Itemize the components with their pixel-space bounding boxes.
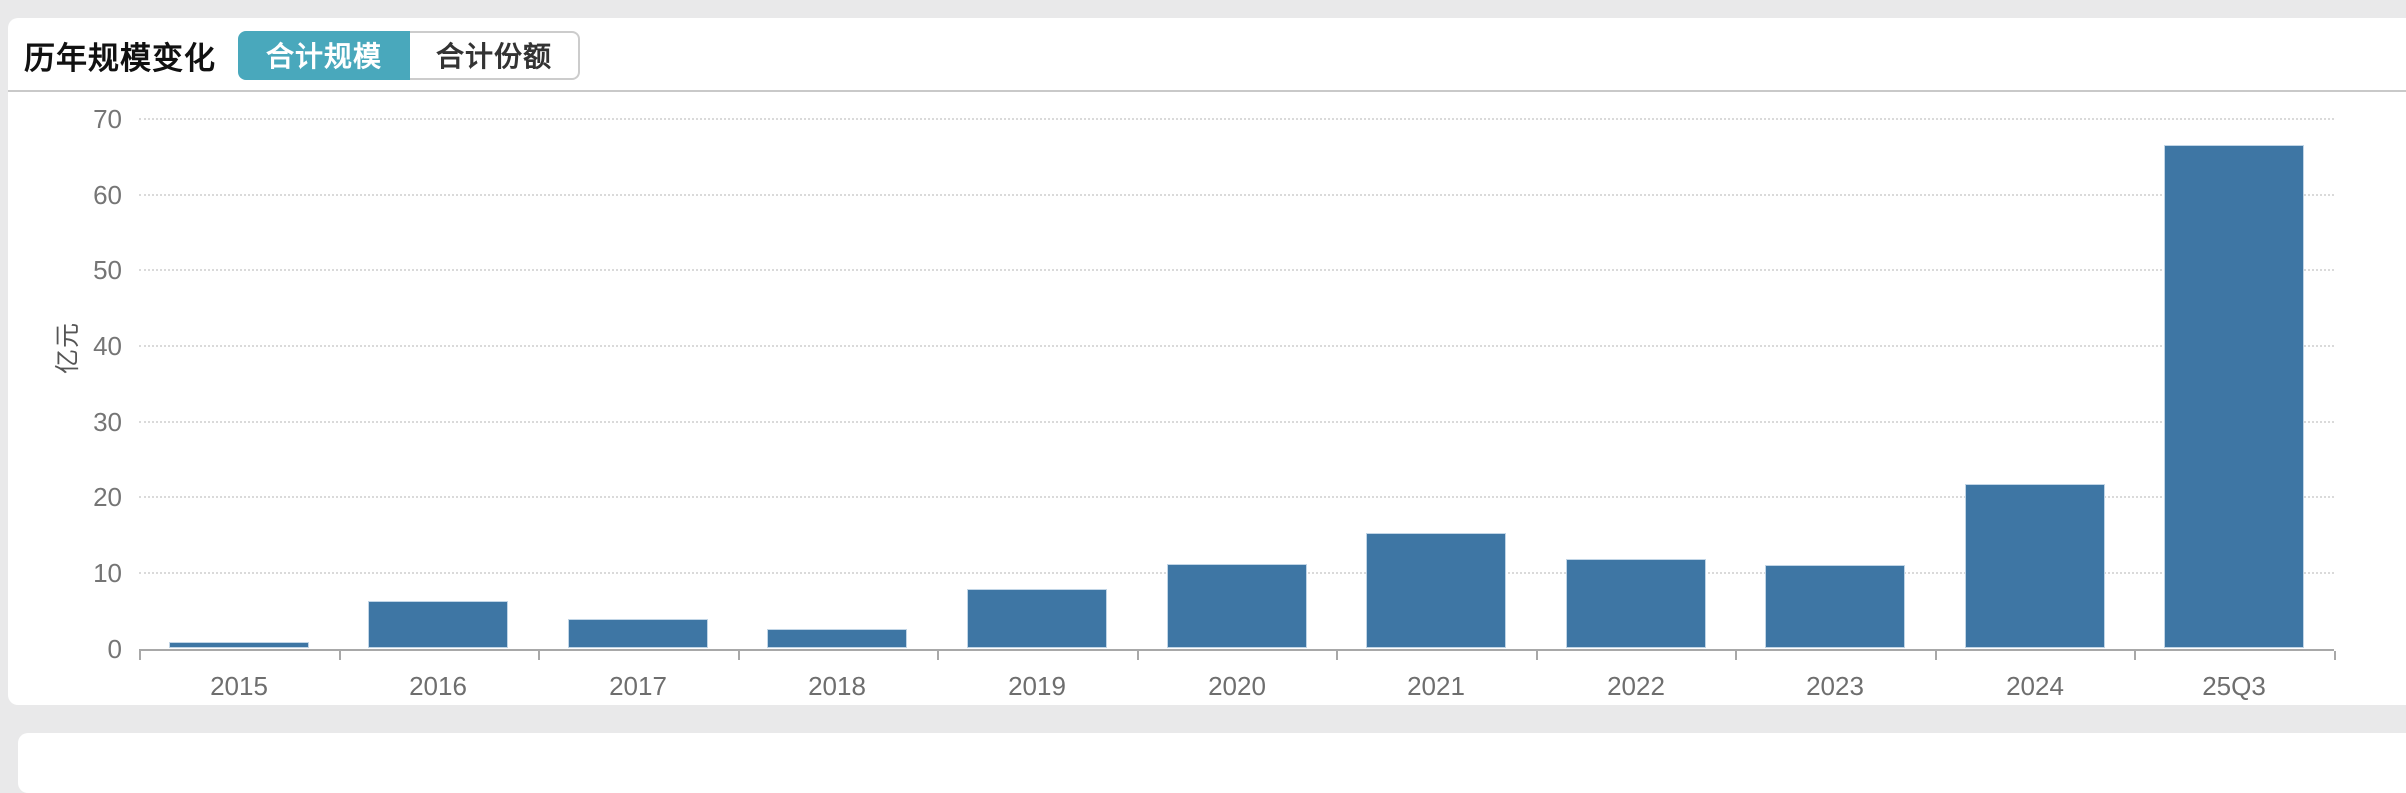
y-tick-label: 60 xyxy=(93,179,122,210)
bar-2016[interactable] xyxy=(368,600,508,649)
bar-chart: 0 10 20 30 40 50 60 70 亿元 2015 2016 2017 2018 2019 202… xyxy=(8,92,2406,705)
bar-2015[interactable] xyxy=(169,641,309,649)
y-tick-label: 0 xyxy=(107,633,122,664)
bar-2021[interactable] xyxy=(1366,532,1506,649)
x-axis-tick xyxy=(2134,650,2136,660)
x-axis-tick xyxy=(738,650,740,660)
x-tick-label: 2019 xyxy=(1008,670,1066,701)
x-axis-tick xyxy=(1137,650,1139,660)
x-axis-tick xyxy=(2334,650,2336,660)
x-axis-tick xyxy=(1935,650,1937,660)
y-tick-label: 30 xyxy=(93,406,122,437)
x-axis-tick xyxy=(339,650,341,660)
page-title: 历年规模变化 xyxy=(24,40,216,76)
bar-2023[interactable] xyxy=(1765,565,1905,649)
tab-total-share[interactable]: 合计份额 xyxy=(410,30,581,80)
gridline-40 xyxy=(139,344,2334,347)
bar-25Q3[interactable] xyxy=(2164,144,2304,649)
x-tick-label: 2020 xyxy=(1208,670,1266,701)
x-tick-label: 2018 xyxy=(808,670,866,701)
x-axis-tick xyxy=(1735,650,1737,660)
x-tick-label: 2021 xyxy=(1407,670,1465,701)
gridline-20 xyxy=(139,496,2334,499)
x-axis-tick xyxy=(139,650,141,660)
x-axis-tick xyxy=(538,650,540,660)
bar-2024[interactable] xyxy=(1965,483,2105,649)
x-tick-label: 2016 xyxy=(409,670,467,701)
bar-2018[interactable] xyxy=(767,628,907,649)
x-axis-tick xyxy=(1536,650,1538,660)
tab-total-scale[interactable]: 合计规模 xyxy=(238,30,411,80)
x-tick-label: 25Q3 xyxy=(2202,670,2266,701)
y-tick-label: 10 xyxy=(93,557,122,588)
chart-header: 历年规模变化 合计规模 合计份额 xyxy=(8,18,2406,92)
y-tick-label: 20 xyxy=(93,482,122,513)
gridline-60 xyxy=(139,193,2334,196)
header-divider xyxy=(8,90,2406,92)
x-tick-label: 2023 xyxy=(1806,670,1864,701)
bar-2020[interactable] xyxy=(1167,563,1307,649)
x-tick-label: 2022 xyxy=(1607,670,1665,701)
x-axis-tick xyxy=(937,650,939,660)
x-tick-label: 2024 xyxy=(2006,670,2064,701)
y-tick-label: 70 xyxy=(93,104,122,134)
bar-2017[interactable] xyxy=(568,618,708,649)
y-axis-title: 亿元 xyxy=(54,322,83,375)
y-tick-label: 40 xyxy=(93,330,122,361)
y-tick-label: 50 xyxy=(93,255,122,286)
bar-2022[interactable] xyxy=(1566,559,1706,649)
x-axis-line xyxy=(139,648,2334,651)
gridline-50 xyxy=(139,269,2334,272)
gridline-30 xyxy=(139,420,2334,423)
gridline-70 xyxy=(139,118,2334,120)
next-card-preview xyxy=(18,733,2406,793)
x-tick-label: 2015 xyxy=(210,670,268,701)
x-tick-label: 2017 xyxy=(609,670,667,701)
x-axis-tick xyxy=(1336,650,1338,660)
chart-card: 历年规模变化 合计规模 合计份额 0 10 20 30 40 50 60 70 亿元 2015 20… xyxy=(8,18,2406,705)
tab-group: 合计规模 合计份额 xyxy=(238,30,581,80)
bar-2019[interactable] xyxy=(967,588,1107,649)
